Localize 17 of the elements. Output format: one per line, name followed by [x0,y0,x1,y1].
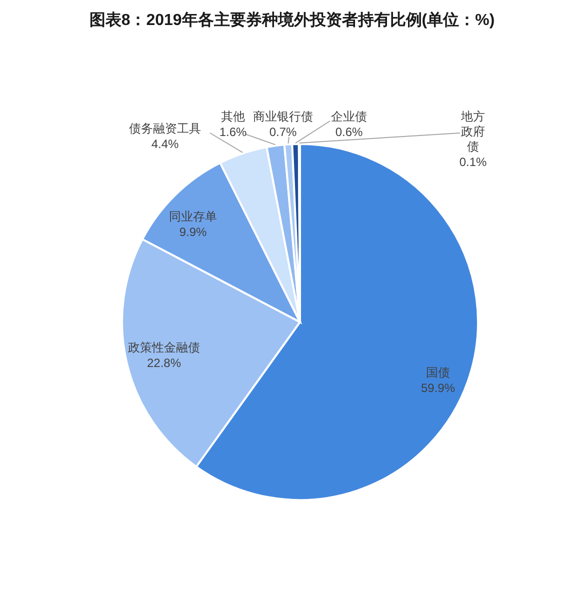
slice-label: 国债 [426,366,450,380]
slice-label: 政策性金融债 [128,340,200,354]
data-label: 1.6% [219,125,247,139]
data-label: 0.6% [335,125,363,139]
slice-label: 债务融资工具 [129,122,201,136]
data-label: 22.8% [146,356,182,370]
slice-label: 企业债 [331,110,367,124]
slice-label: 地方政府债 [460,110,485,154]
slice-label: 同业存单 [169,210,217,224]
data-label: 0.1% [459,155,487,169]
data-label: 4.4% [151,137,179,151]
data-label: 9.9% [179,225,207,239]
slice-label: 其他 [221,110,245,124]
data-label: 59.9% [420,381,456,395]
slice-label: 商业银行债 [253,110,313,124]
chart-title: 图表8：2019年各主要券种境外投资者持有比例(单位：%) [89,10,495,29]
data-label: 0.7% [269,125,297,139]
